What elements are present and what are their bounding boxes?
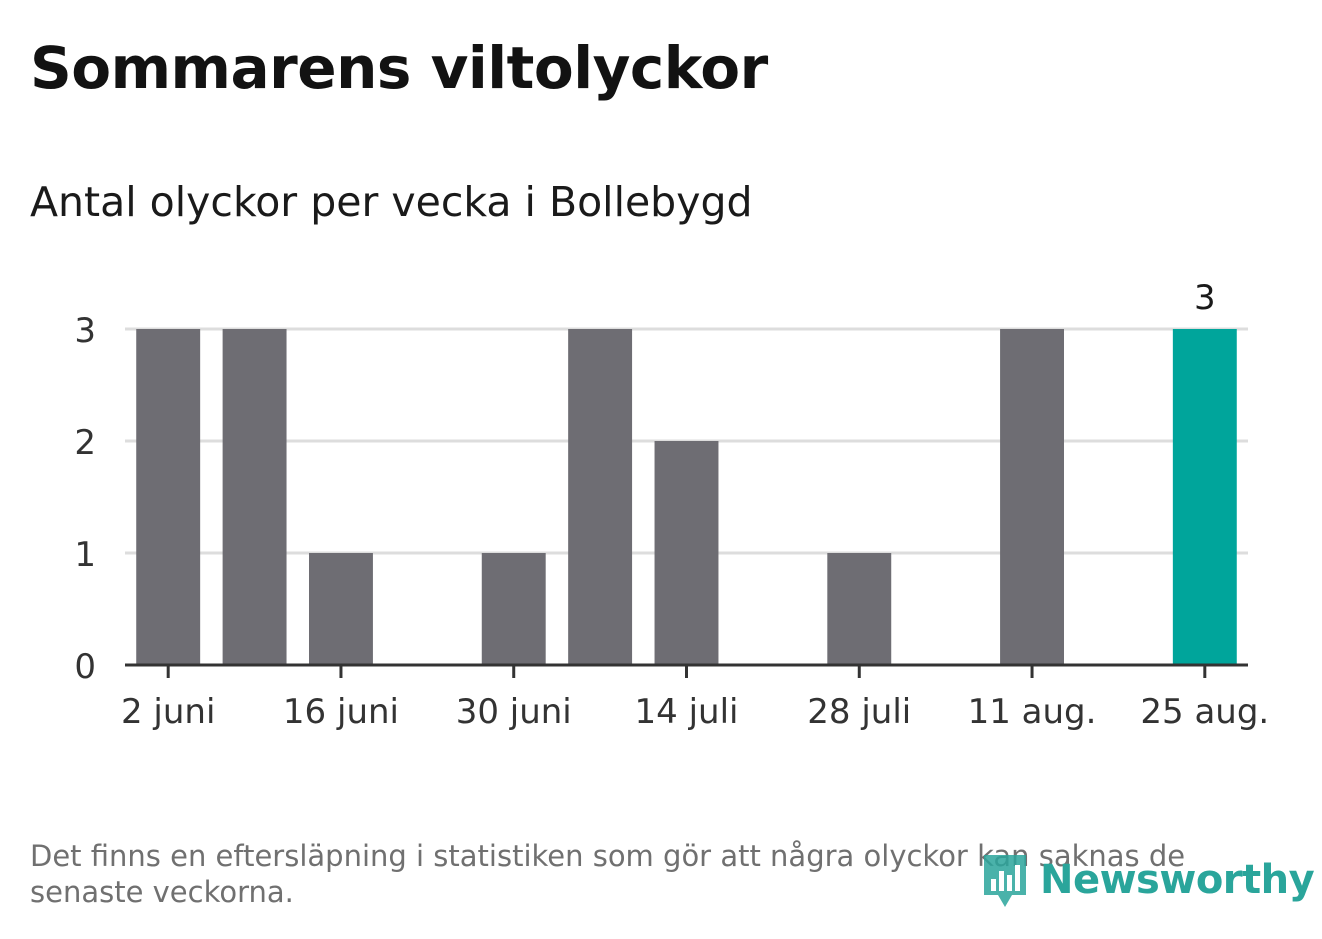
chart-subtitle: Antal olyckor per vecka i Bollebygd: [30, 178, 753, 226]
newsworthy-logo-icon: [984, 855, 1026, 907]
data-label: 3: [1194, 278, 1216, 318]
bar: [136, 329, 201, 665]
bar: [1172, 329, 1237, 665]
bar: [568, 329, 633, 665]
x-tick-label: 11 aug.: [968, 692, 1097, 732]
bar: [222, 329, 287, 665]
x-tick-label: 14 juli: [635, 692, 739, 732]
bar: [481, 553, 546, 665]
y-tick-label: 1: [74, 535, 96, 575]
x-tick-label: 16 juni: [283, 692, 399, 732]
x-tick-label: 2 juni: [121, 692, 215, 732]
x-tick-label: 28 juli: [807, 692, 911, 732]
bars: [136, 329, 1237, 665]
x-tick-label: 25 aug.: [1140, 692, 1269, 732]
x-tick-label: 30 juni: [456, 692, 572, 732]
bar: [308, 553, 373, 665]
chart-title: Sommarens viltolyckor: [30, 34, 768, 102]
x-axis: [125, 663, 1248, 678]
bar: [654, 441, 719, 665]
y-tick-label: 0: [74, 647, 96, 687]
brand-logo: Newsworthy: [980, 848, 1315, 912]
brand-name: Newsworthy: [1040, 857, 1315, 903]
bar-chart: 0 1 2 3 2 juni 16 juni 30 juni 14 juli 28 juli 11…: [74, 278, 1269, 732]
bar: [827, 553, 892, 665]
labels: 0 1 2 3 2 juni 16 juni 30 juni 14 juli 28 juli 11…: [74, 278, 1269, 732]
y-tick-label: 2: [74, 423, 96, 463]
y-tick-label: 3: [74, 311, 96, 351]
bar: [1000, 329, 1065, 665]
